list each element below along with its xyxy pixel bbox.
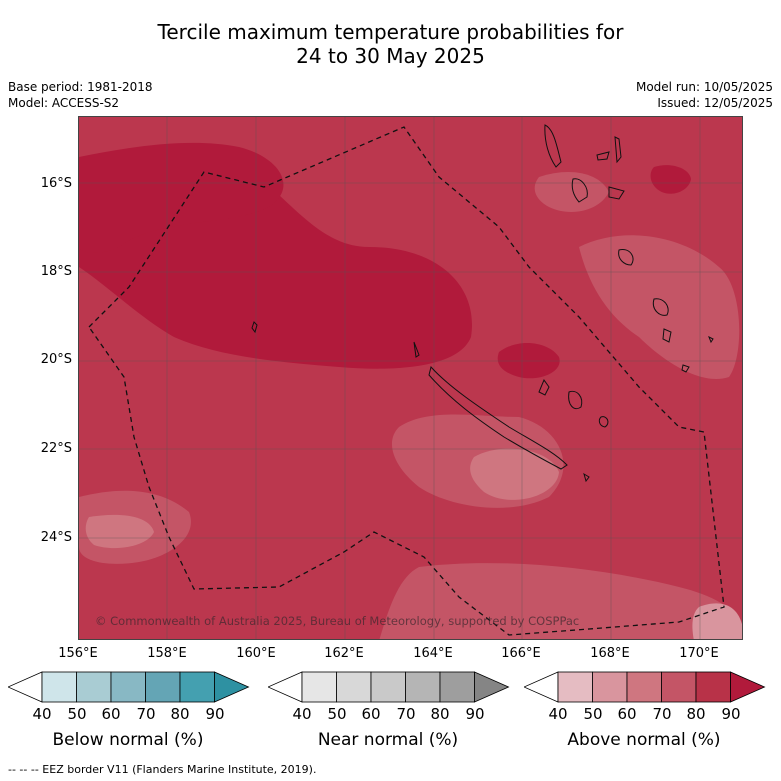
copyright-notice: © Commonwealth of Australia 2025, Bureau… [95,614,580,628]
probability-map [78,116,743,640]
lat-tick-24s: 24°S [40,530,72,545]
below-tick-60: 60 [101,705,121,723]
map-title-line2: 24 to 30 May 2025 [296,44,485,68]
lon-tick-160e: 160°E [236,646,276,661]
low-prob-region-sw [85,514,154,549]
near-tick-80: 80 [430,705,450,723]
lat-tick-16s: 16°S [40,176,72,191]
above-tick-50: 50 [583,705,603,723]
colorbar-extend-low [268,671,303,703]
colorbar-below-normal [8,671,250,703]
lat-tick-20s: 20°S [40,352,72,367]
colorbar-segment [695,671,731,703]
erromango-coastline [652,298,669,316]
maewo-coastline [596,151,610,161]
colorbar-extend-high [730,671,766,703]
above-tick-40: 40 [548,705,568,723]
near-tick-50: 50 [327,705,347,723]
malekula-coastline [571,178,588,203]
near-tick-40: 40 [292,705,312,723]
colorbar-below-label: Below normal (%) [52,730,204,750]
colorbar-segment [557,671,593,703]
colorbar-extend-high [214,671,250,703]
lon-tick-166e: 166°E [501,646,541,661]
colorbar-segment [301,671,337,703]
colorbar-segment [661,671,697,703]
below-tick-40: 40 [32,705,52,723]
colorbar-above-segments [524,671,766,703]
lifou-coastline [568,390,583,410]
near-tick-90: 90 [465,705,485,723]
colorbar-segment [145,671,181,703]
colorbar-segment [439,671,475,703]
eez-legend-footer: -- -- -- EEZ border V11 (Flanders Marine… [8,763,317,776]
map-title-line1: Tercile maximum temperature probabilitie… [157,20,624,44]
lon-tick-168e: 168°E [590,646,630,661]
near-tick-70: 70 [396,705,416,723]
above-tick-60: 60 [617,705,637,723]
mid-prob-region-far-south [379,563,742,639]
colorbar-above-normal [524,671,766,703]
low-prob-region-se [692,603,742,639]
mid-prob-region-east [579,235,740,379]
model-name: Model: ACCESS-S2 [8,96,120,110]
lat-tick-18s: 18°S [40,264,72,279]
isle-of-pines-coastline [583,472,590,483]
colorbar-segment [110,671,146,703]
lat-tick-22s: 22°S [40,441,72,456]
colorbar-extend-high [474,671,510,703]
colorbar-segment [76,671,112,703]
high-prob-region-east [650,165,691,194]
colorbar-above-label: Above normal (%) [567,730,721,750]
colorbar-segment [405,671,441,703]
lon-tick-164e: 164°E [413,646,453,661]
futuna-coastline [708,335,714,344]
colorbar-segment [370,671,406,703]
mid-prob-region-vanuatu [534,172,609,212]
belep-islands-coastline [413,341,420,358]
pentecost-coastline [614,136,622,164]
tanna-coastline [662,328,672,343]
lon-tick-170e: 170°E [679,646,719,661]
new-caledonia-coastline [428,365,568,470]
below-tick-80: 80 [170,705,190,723]
below-tick-90: 90 [205,705,225,723]
colorbar-segment [179,671,215,703]
colorbar-segment [336,671,372,703]
lon-tick-162e: 162°E [324,646,364,661]
lon-tick-158e: 158°E [147,646,187,661]
ouvea-coastline [538,378,550,396]
base-period: Base period: 1981-2018 [8,80,153,94]
high-prob-region-north [79,142,284,253]
high-prob-region-center [497,342,560,379]
eez-border [88,126,725,636]
ambrym-coastline [608,186,625,200]
colorbar-extend-low [524,671,559,703]
colorbar-below-segments [8,671,250,703]
below-tick-70: 70 [136,705,156,723]
near-tick-60: 60 [361,705,381,723]
mare-coastline [598,416,609,428]
issued-date: Issued: 12/05/2025 [657,96,773,110]
colorbar-near-segments [268,671,510,703]
colorbar-near-label: Near normal (%) [317,730,459,750]
colorbar-near-normal [268,671,510,703]
graticule [79,117,742,639]
above-tick-90: 90 [721,705,741,723]
lon-tick-156e: 156°E [58,646,98,661]
colorbar-segment [41,671,77,703]
above-tick-80: 80 [686,705,706,723]
colorbar-segment [592,671,628,703]
map-canvas [79,117,742,639]
colorbar-extend-low [8,671,43,703]
chesterfield-islands-coastline [251,321,258,334]
aneityum-coastline [681,364,690,373]
efate-coastline [618,248,634,266]
below-tick-50: 50 [67,705,87,723]
low-prob-region [470,448,559,500]
colorbar-segment [626,671,662,703]
model-run: Model run: 10/05/2025 [635,80,773,94]
above-tick-70: 70 [652,705,672,723]
espiritu-santo-coastline [544,124,562,168]
